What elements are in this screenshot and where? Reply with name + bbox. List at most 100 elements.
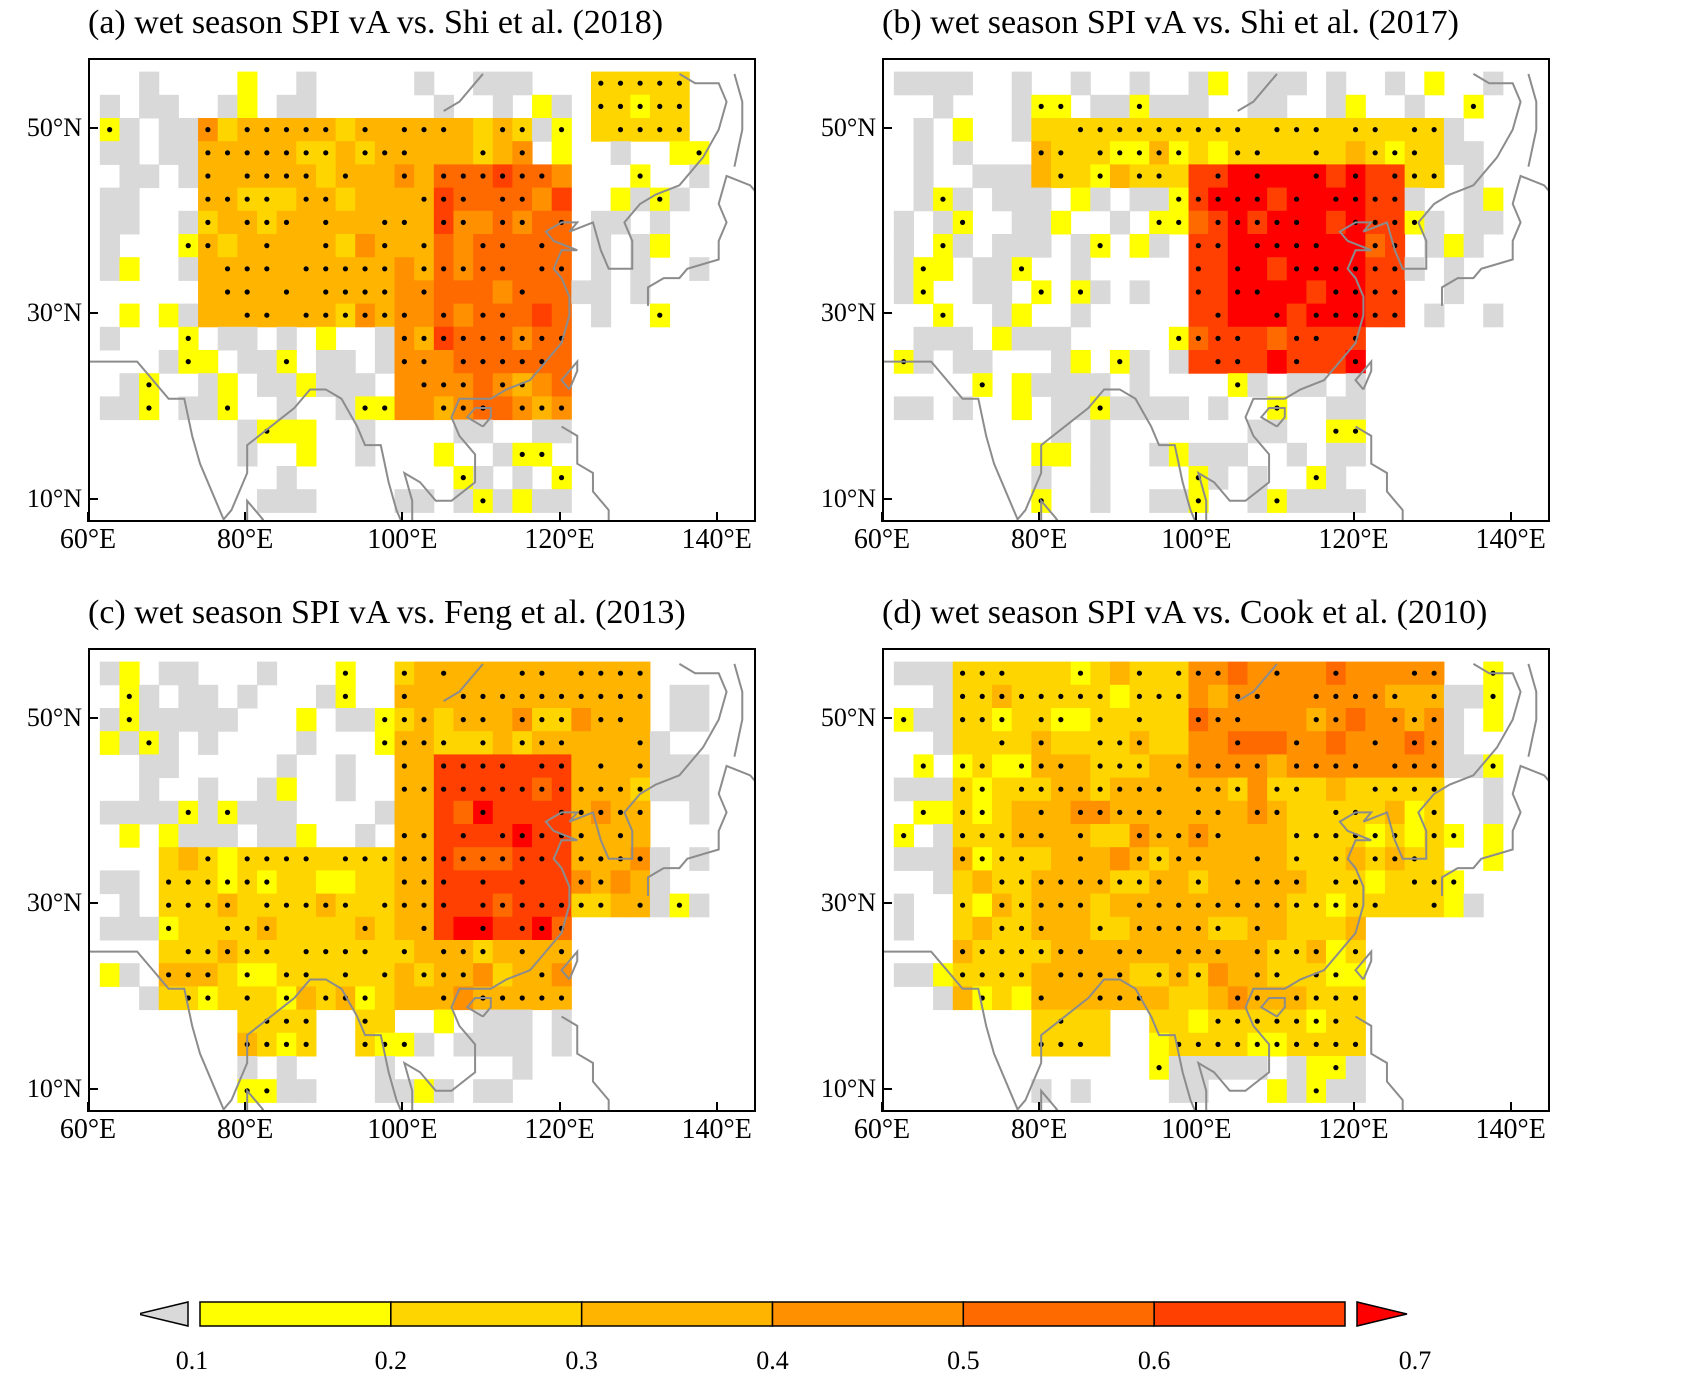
grid-cell <box>276 916 297 941</box>
grid-cell <box>512 963 533 987</box>
grid-cell <box>178 164 199 189</box>
significance-dot <box>598 80 604 86</box>
grid-cell <box>1306 373 1327 397</box>
grid-cell <box>276 396 297 421</box>
grid-cell <box>1267 350 1288 374</box>
coastline <box>1040 1088 1059 1110</box>
colorbar-tick-label: 0.7 <box>1398 1346 1432 1375</box>
grid-cell <box>178 303 199 328</box>
grid-cell <box>453 870 474 895</box>
grid-cell <box>1168 777 1190 802</box>
coastline <box>1354 358 1373 391</box>
grid-cell <box>630 824 651 848</box>
significance-dot <box>1058 1041 1064 1047</box>
significance-dot <box>519 949 525 955</box>
significance-dot <box>1176 925 1182 931</box>
grid-cell <box>1286 800 1307 825</box>
significance-dot <box>959 833 966 839</box>
significance-dot <box>1195 196 1201 202</box>
longitude-tick <box>87 512 89 522</box>
significance-dot <box>441 670 447 676</box>
significance-dot <box>1018 925 1025 931</box>
significance-dot <box>205 196 211 202</box>
grid-cell <box>1326 71 1347 96</box>
grid-cell <box>532 870 553 895</box>
grid-cell <box>217 234 238 258</box>
grid-cell <box>217 986 238 1011</box>
latitude-tick <box>88 312 98 315</box>
grid-cell <box>1267 71 1288 96</box>
grid-cell <box>315 847 337 871</box>
grid-cell <box>649 893 671 918</box>
grid-cell <box>1188 94 1209 119</box>
grid-cell <box>649 731 671 755</box>
coastline <box>1440 174 1548 306</box>
grid-cell <box>473 1032 494 1057</box>
significance-dot <box>244 856 250 862</box>
grid-cell <box>158 847 179 871</box>
significance-dot <box>499 243 506 249</box>
significance-dot <box>1431 740 1437 746</box>
significance-dot <box>499 335 506 341</box>
significance-dot <box>617 103 624 109</box>
grid-cell <box>1090 373 1111 397</box>
significance-dot <box>1392 150 1398 156</box>
significance-dot <box>1254 995 1260 1001</box>
grid-cell <box>992 164 1013 189</box>
grid-cell <box>1483 210 1504 235</box>
significance-dot <box>1352 428 1359 434</box>
significance-dot <box>1235 693 1241 699</box>
significance-dot <box>499 219 506 225</box>
grid-cell <box>1070 257 1091 281</box>
grid-cell <box>335 187 356 212</box>
grid-cell <box>1443 708 1465 732</box>
grid-cell <box>492 1079 513 1103</box>
grid-cell <box>1070 754 1091 779</box>
significance-dot <box>1156 809 1162 815</box>
significance-dot <box>441 763 447 769</box>
significance-dot <box>999 949 1005 955</box>
grid-cell <box>433 94 454 119</box>
map-area <box>88 58 756 522</box>
significance-dot <box>1136 150 1143 156</box>
grid-cell <box>296 71 317 96</box>
significance-dot <box>999 670 1005 676</box>
significance-dot <box>244 219 250 225</box>
grid-cell <box>913 141 934 165</box>
grid-cell <box>433 1009 454 1034</box>
significance-dot <box>1176 670 1182 676</box>
significance-dot <box>1235 335 1241 341</box>
significance-dot <box>401 127 407 133</box>
grid-cell <box>1090 824 1111 848</box>
significance-dot <box>999 740 1005 746</box>
significance-dot <box>126 693 132 699</box>
significance-dot <box>1136 833 1143 839</box>
significance-dot <box>1293 995 1300 1001</box>
grid-cell <box>933 731 954 755</box>
significance-dot <box>1136 925 1143 931</box>
grid-cell <box>453 893 474 918</box>
significance-dot <box>1136 786 1143 792</box>
grid-cell <box>1208 257 1229 281</box>
significance-dot <box>1431 127 1437 133</box>
grid-cell <box>1385 893 1406 918</box>
grid-cell <box>1129 187 1150 212</box>
significance-dot <box>901 833 907 839</box>
significance-dot <box>1431 173 1437 179</box>
significance-dot <box>264 1041 270 1047</box>
grid-cell <box>355 893 376 918</box>
significance-dot <box>999 833 1005 839</box>
significance-dot <box>1215 925 1221 931</box>
grid-cell <box>296 708 317 732</box>
grid-cell <box>952 234 973 258</box>
grid-cell <box>952 870 973 895</box>
latitude-tick <box>88 497 98 500</box>
grid-cell <box>296 916 317 941</box>
grid-cell <box>257 777 278 802</box>
significance-dot <box>362 995 368 1001</box>
significance-dot <box>224 289 231 295</box>
significance-dot <box>342 289 349 295</box>
significance-dot <box>401 1041 407 1047</box>
significance-dot <box>1215 717 1221 723</box>
significance-dot <box>578 809 584 815</box>
